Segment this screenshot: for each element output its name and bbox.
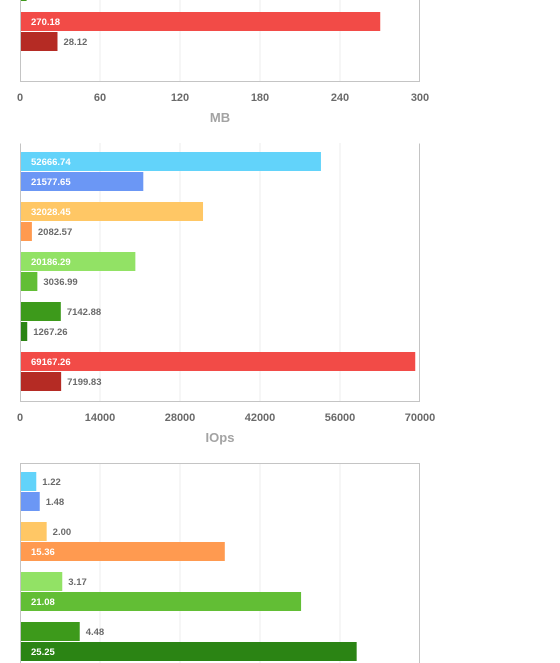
bar [20, 352, 416, 371]
bar [20, 622, 80, 641]
bar-value-label: 21577.65 [31, 177, 71, 188]
bar [20, 272, 38, 291]
bar-value-label: 28.12 [63, 37, 87, 48]
bar-value-label: 20186.29 [31, 257, 71, 268]
bar-value-label: 2.00 [53, 527, 72, 538]
bar [20, 542, 225, 561]
bar-value-label: 4.48 [86, 627, 105, 638]
x-tick-label: 0 [17, 412, 23, 424]
bar-value-label: 69167.26 [31, 357, 71, 368]
bar-value-label: 32028.45 [31, 207, 71, 218]
bar-value-label: 1.48 [46, 497, 65, 508]
bar [20, 152, 321, 171]
bar [20, 322, 28, 341]
bar [20, 472, 37, 491]
x-tick-label: 300 [411, 92, 429, 104]
chart-latency: 1.22 1.48 2.00 15.36 3.17 21.08 4.48 25.25 [20, 463, 420, 663]
bar [20, 202, 204, 221]
bar-value-label: 25.25 [31, 647, 55, 658]
bar [20, 172, 144, 191]
bar [20, 522, 47, 541]
bar-value-label: 52666.74 [31, 157, 71, 168]
bar [20, 252, 136, 271]
bar [20, 302, 61, 321]
x-tick-label: 120 [171, 92, 189, 104]
x-tick-label: 180 [251, 92, 269, 104]
bar-value-label: 1.22 [42, 477, 61, 488]
bar-value-label: 1267.26 [33, 327, 67, 338]
x-tick-label: 28000 [165, 412, 196, 424]
bar [20, 492, 40, 511]
bar [20, 0, 27, 1]
x-tick-label: 0 [17, 92, 23, 104]
bar-value-label: 3.17 [68, 577, 87, 588]
bar [20, 642, 357, 661]
x-tick-label: 240 [331, 92, 349, 104]
plot-frame [20, 463, 420, 663]
bar-value-label: 7199.83 [67, 377, 101, 388]
x-tick-label: 14000 [85, 412, 116, 424]
bar-value-label: 15.36 [31, 547, 55, 558]
bar [20, 572, 63, 591]
plot-frame [20, 143, 420, 402]
bar [20, 592, 302, 611]
bar-value-label: 2082.57 [38, 227, 72, 238]
bar [20, 32, 58, 51]
chart-iops: 52666.74 21577.65 32028.45 2082.57 20186.29 3… [17, 143, 435, 445]
plot-frame [20, 0, 420, 82]
bar [20, 372, 62, 391]
x-tick-label: 56000 [325, 412, 356, 424]
x-tick-label: 42000 [245, 412, 276, 424]
bar [20, 222, 32, 241]
x-axis-label: MB [210, 110, 230, 125]
bar-value-label: 3036.99 [43, 277, 77, 288]
x-tick-label: 70000 [405, 412, 436, 424]
x-tick-label: 60 [94, 92, 106, 104]
bar-value-label: 21.08 [31, 597, 55, 608]
bar [20, 12, 381, 31]
x-axis-label: IOps [206, 430, 235, 445]
bar-value-label: 270.18 [31, 17, 60, 28]
bar-value-label: 7142.88 [67, 307, 101, 318]
